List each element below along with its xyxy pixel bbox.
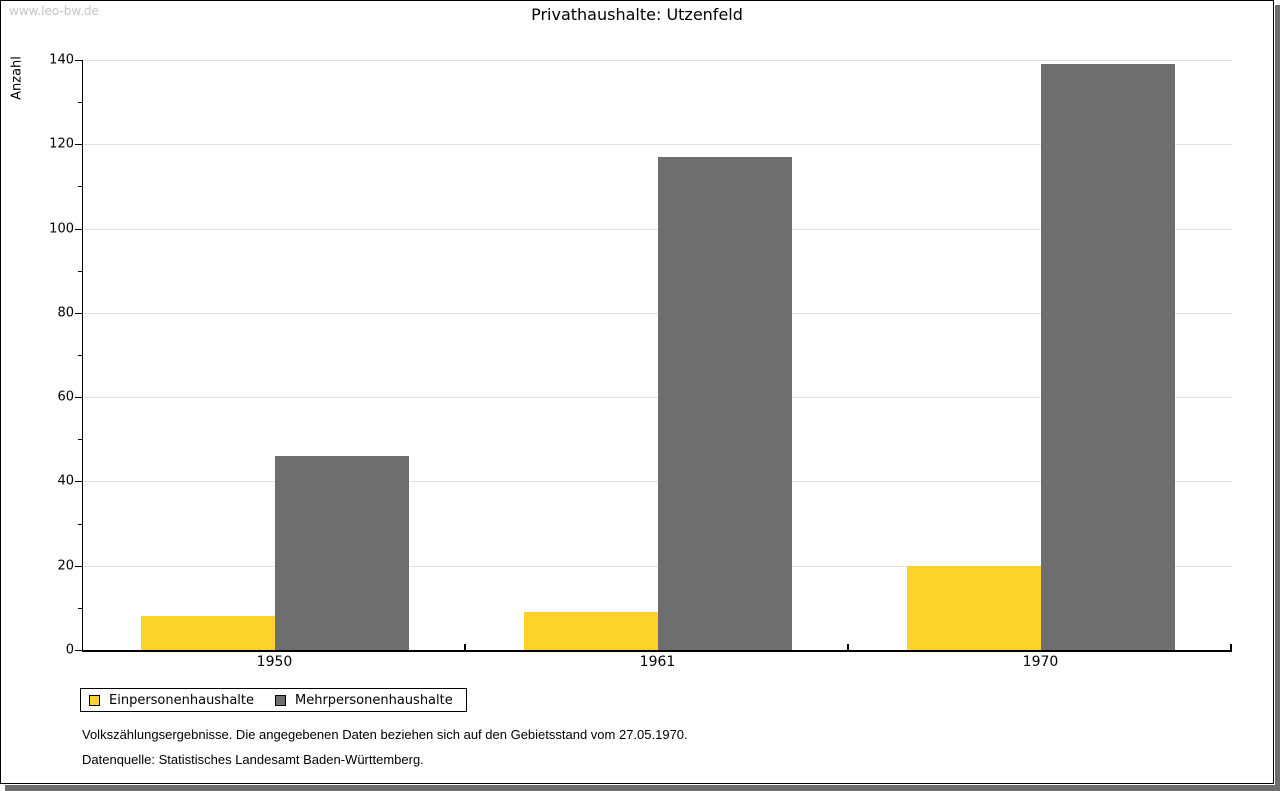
y-tick-minor-50 (78, 439, 83, 441)
y-tick-major-0 (75, 650, 83, 651)
bar-Einpersonenhaushalte-1970 (906, 565, 1041, 650)
y-tick-minor-90 (78, 270, 83, 272)
watermark: www.leo-bw.de (9, 4, 99, 18)
y-tick-label-0: 0 (65, 642, 74, 658)
footnote-data-source: Datenquelle: Statistisches Landesamt Bad… (82, 752, 424, 767)
legend-entry-Mehrpersonenhaushalte: Mehrpersonenhaushalte (275, 693, 453, 708)
footnote-source-note: Volkszählungsergebnisse. Die angegebenen… (82, 727, 688, 742)
x-category-label-1961: 1961 (639, 654, 676, 670)
y-tick-major-100 (75, 228, 83, 230)
y-tick-minor-130 (78, 102, 83, 104)
x-category-label-1970: 1970 (1022, 654, 1059, 670)
legend-label-Mehrpersonenhaushalte: Mehrpersonenhaushalte (295, 692, 453, 708)
y-tick-label-120: 120 (49, 136, 74, 152)
bar-Mehrpersonenhaushalte-1950 (274, 456, 409, 650)
y-tick-label-40: 40 (57, 473, 74, 489)
y-tick-major-20 (75, 565, 83, 567)
y-tick-major-140 (75, 60, 83, 61)
legend-label-Einpersonenhaushalte: Einpersonenhaushalte (109, 692, 254, 708)
frame-shadow-bottom (5, 785, 1280, 791)
bar-Mehrpersonenhaushalte-1961 (657, 156, 792, 650)
bar-Mehrpersonenhaushalte-1970 (1040, 64, 1175, 650)
y-tick-major-40 (75, 481, 83, 483)
bar-Einpersonenhaushalte-1950 (140, 616, 275, 650)
y-tick-minor-110 (78, 186, 83, 188)
legend-swatch-Einpersonenhaushalte (89, 694, 100, 706)
bar-Einpersonenhaushalte-1961 (523, 612, 658, 650)
y-tick-label-100: 100 (49, 221, 74, 237)
x-category-label-1950: 1950 (256, 654, 293, 670)
plot-area: 0 20 40 60 80 100 120 140 1950 1961 1970 (49, 54, 1232, 670)
y-tick-label-140: 140 (49, 52, 74, 68)
y-tick-major-120 (75, 144, 83, 146)
y-tick-label-20: 20 (57, 558, 74, 574)
y-tick-minor-30 (78, 523, 83, 525)
gridline-y-120 (83, 144, 1232, 146)
y-tick-minor-10 (78, 607, 83, 609)
x-axis-tick-1 (464, 644, 466, 650)
y-tick-major-60 (75, 397, 83, 399)
legend-box: Einpersonenhaushalte Mehrpersonenhaushalt… (80, 688, 467, 712)
y-tick-label-80: 80 (57, 305, 74, 321)
x-axis-tick-2 (847, 644, 849, 650)
x-axis-tick-3 (1230, 644, 1232, 650)
y-tick-label-60: 60 (57, 389, 74, 405)
chart-title: Privathaushalte: Utzenfeld (531, 5, 743, 24)
gridline-y-140 (83, 60, 1232, 61)
y-tick-major-80 (75, 312, 83, 314)
legend-swatch-Mehrpersonenhaushalte (275, 694, 286, 706)
legend-entry-Einpersonenhaushalte: Einpersonenhaushalte (89, 693, 254, 708)
y-axis-title: Anzahl (9, 56, 25, 100)
frame-shadow-right (1275, 5, 1280, 791)
y-tick-minor-70 (78, 355, 83, 356)
